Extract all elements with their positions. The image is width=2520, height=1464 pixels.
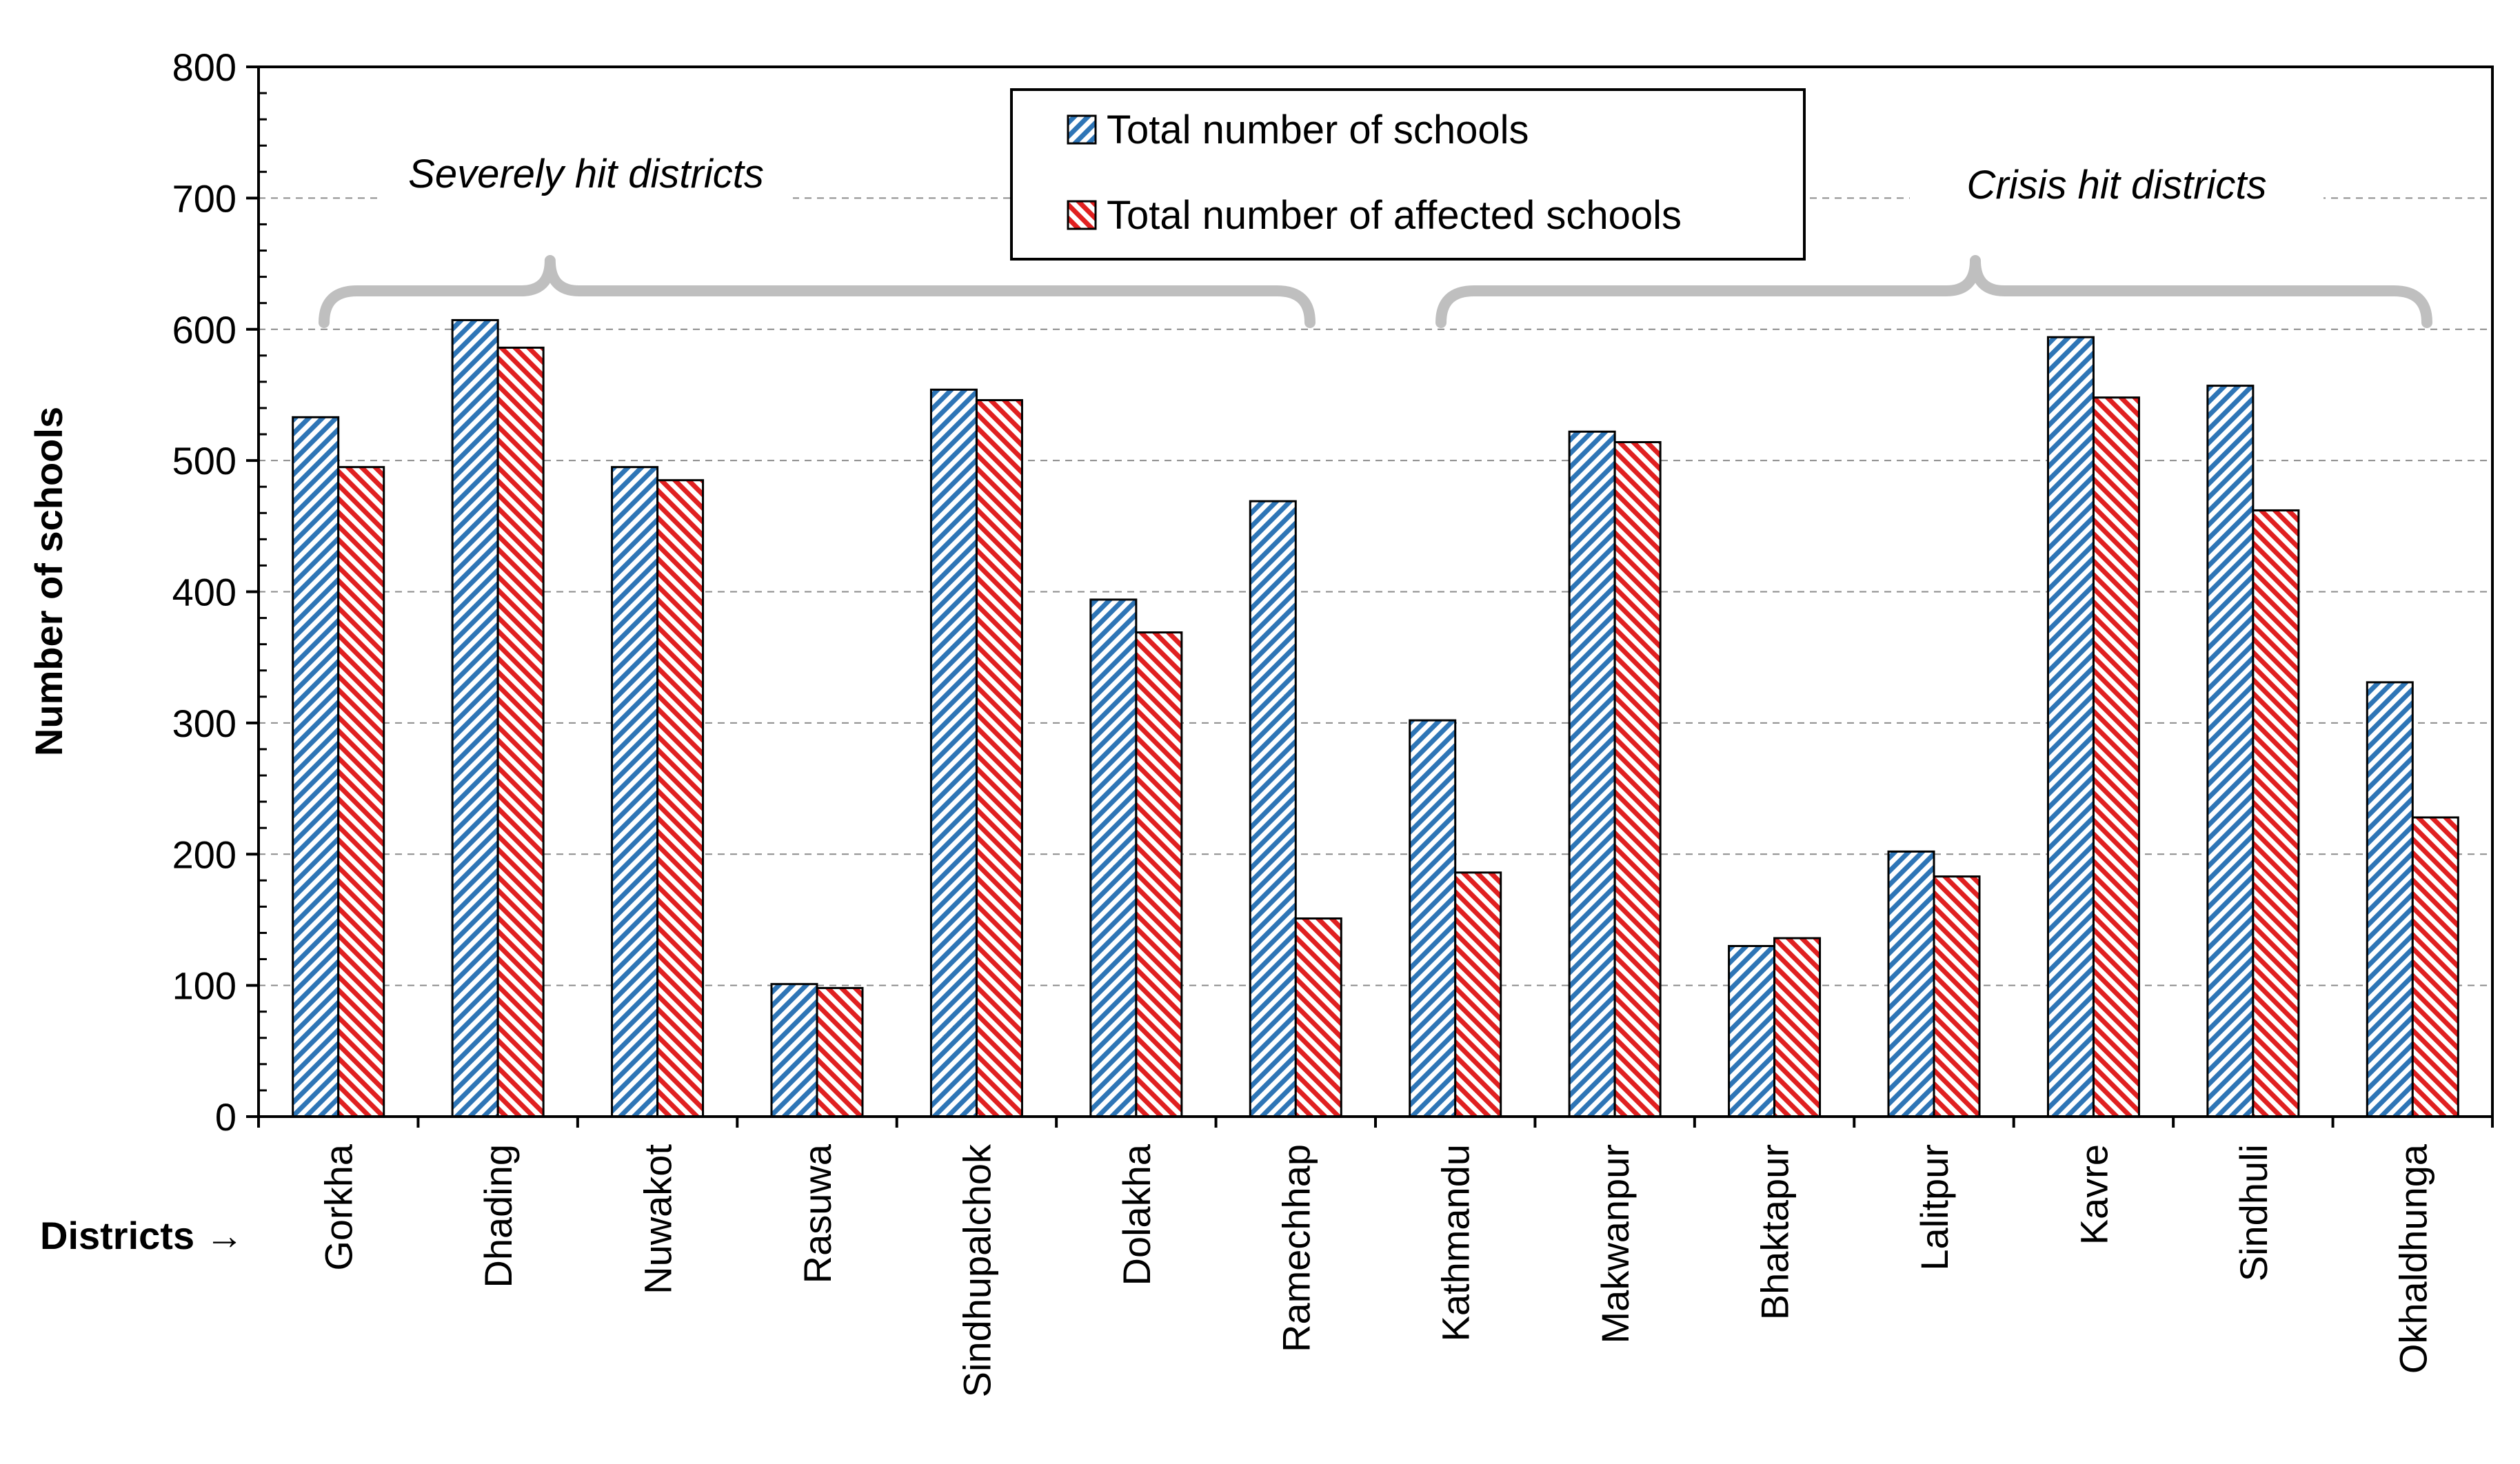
bar-total-schools-bhaktapur (1728, 945, 1776, 1118)
y-tick-label: 100 (172, 964, 236, 1008)
y-tick-label: 300 (172, 702, 236, 745)
y-tick-label: 800 (172, 45, 236, 89)
category-label: Bhaktapur (1753, 1144, 1797, 1320)
group-label: Crisis hit districts (1966, 163, 2266, 207)
bar-total-schools-ramechhap (1249, 500, 1297, 1118)
x-tick-labels: Gorkha Dhading Nuwakot Rasuwa Sindhupalchok D… (317, 1143, 2435, 1397)
legend-box (1010, 88, 1806, 261)
bar-affected-schools-kavre (2092, 396, 2140, 1118)
bar-total-schools-rasuwa (770, 983, 818, 1118)
bars (292, 318, 2459, 1118)
y-tick-label: 0 (215, 1095, 236, 1139)
bar-total-schools-kavre (2046, 336, 2095, 1118)
y-tick-label: 600 (172, 308, 236, 352)
category-label: Lalitpur (1913, 1144, 1956, 1271)
bar-affected-schools-okhaldhunga (2411, 816, 2459, 1118)
category-label: Rasuwa (796, 1143, 839, 1283)
y-axis-title: Number of schools (27, 407, 70, 756)
group-brackets: Severely hit districts Crisis hit distric… (319, 152, 2432, 328)
bar-affected-schools-nuwakot (656, 479, 705, 1118)
bar-affected-schools-rasuwa (816, 986, 864, 1118)
group-bracket (1435, 255, 2432, 328)
bar-affected-schools-sindhupalchok (975, 399, 1023, 1118)
bar-total-schools-sindhupalchok (929, 388, 978, 1118)
bar-affected-schools-gorkha (337, 466, 385, 1118)
category-label: Dhading (476, 1144, 520, 1288)
bar-total-schools-sindhuli (2206, 385, 2255, 1118)
legend: Total number of schools Total number of a… (1010, 88, 1806, 261)
x-axis-title: Districts → (40, 1214, 244, 1257)
legend-label: Total number of affected schools (1107, 193, 1682, 238)
legend-swatch (1067, 114, 1097, 145)
y-tick-labels: 0 100 200 300 400 500 600 700 800 (172, 45, 236, 1139)
y-tick-label: 700 (172, 176, 236, 220)
axes (246, 65, 2494, 1128)
legend-label: Total number of schools (1107, 108, 1529, 152)
category-label: Ramechhap (1274, 1144, 1318, 1352)
legend-swatch (1067, 200, 1097, 230)
bar-total-schools-gorkha (292, 416, 340, 1118)
bar-affected-schools-lalitpur (1933, 875, 1981, 1118)
y-tick-label: 200 (172, 833, 236, 876)
bar-total-schools-nuwakot (611, 466, 659, 1118)
category-label: Kathmandu (1434, 1144, 1478, 1341)
category-label: Gorkha (317, 1143, 361, 1270)
bar-affected-schools-sindhuli (2252, 509, 2300, 1118)
category-label: Sindhuli (2232, 1144, 2275, 1281)
bar-total-schools-dolakha (1089, 598, 1138, 1118)
category-label: Okhaldhunga (2391, 1143, 2435, 1374)
category-label: Sindhupalchok (955, 1143, 998, 1397)
bar-affected-schools-makwanpur (1613, 440, 1662, 1118)
bar-total-schools-okhaldhunga (2366, 681, 2414, 1118)
bar-affected-schools-ramechhap (1294, 917, 1342, 1118)
category-label: Makwanpur (1593, 1144, 1637, 1343)
group-bracket (319, 255, 1316, 328)
category-label: Nuwakot (636, 1144, 680, 1294)
category-label: Kavre (2072, 1144, 2115, 1245)
bar-affected-schools-kathmandu (1454, 871, 1502, 1118)
bar-total-schools-makwanpur (1568, 430, 1616, 1118)
bar-total-schools-kathmandu (1409, 719, 1457, 1118)
category-label: Dolakha (1115, 1143, 1158, 1285)
y-tick-label: 500 (172, 439, 236, 482)
bar-total-schools-dhading (451, 318, 499, 1118)
group-label-bg (379, 152, 793, 201)
bar-affected-schools-dhading (496, 346, 545, 1118)
group-label: Severely hit districts (408, 152, 764, 196)
bar-affected-schools-dolakha (1135, 631, 1183, 1118)
bar-total-schools-lalitpur (1887, 850, 1935, 1118)
group-label-bg (1910, 163, 2324, 212)
bar-affected-schools-bhaktapur (1773, 937, 1822, 1118)
y-tick-label: 400 (172, 571, 236, 614)
